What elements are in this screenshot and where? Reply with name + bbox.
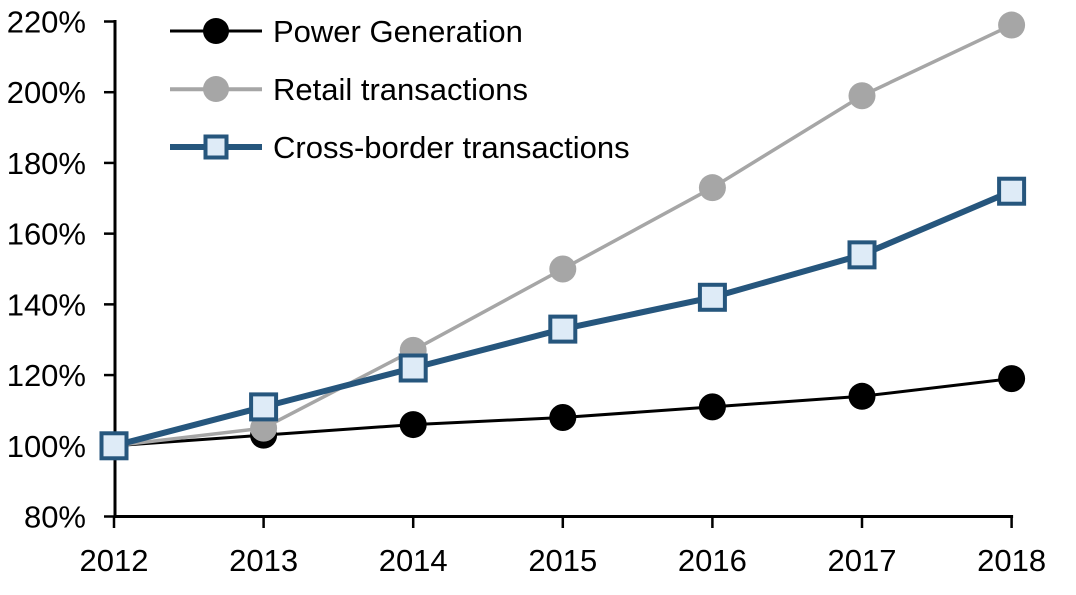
y-axis-tick-label: 180% — [7, 146, 86, 181]
y-axis-tick-label: 80% — [24, 500, 86, 535]
data-point-power-generation-2015 — [549, 404, 577, 431]
data-point-retail-transactions-2015 — [549, 255, 577, 283]
y-axis-tick-label: 100% — [7, 429, 86, 464]
y-axis-tick-label: 120% — [7, 358, 86, 393]
data-point-power-generation-2017 — [848, 382, 876, 410]
y-axis-tick-label: 220% — [7, 5, 86, 40]
x-axis-tick-label: 2012 — [80, 543, 149, 578]
legend-label-power-generation: Power Generation — [273, 13, 523, 49]
x-axis-tick-label: 2017 — [828, 543, 897, 578]
power-generation-series-icon — [170, 16, 262, 46]
y-axis-tick-label: 200% — [7, 75, 86, 110]
x-axis-tick-label: 2016 — [678, 543, 747, 578]
x-axis-tick-label: 2015 — [528, 543, 597, 578]
x-axis-tick-label: 2013 — [229, 543, 298, 578]
x-axis-tick-label: 2018 — [977, 543, 1046, 578]
data-point-power-generation-2018 — [998, 365, 1026, 393]
y-axis-tick-label: 140% — [7, 287, 86, 322]
data-point-cross-border-transactions-2012 — [99, 431, 129, 461]
legend-item-retail-transactions: Retail transactions — [170, 60, 630, 118]
x-axis-tick-label: 2014 — [379, 543, 448, 578]
legend-label-cross-border-transactions: Cross-border transactions — [273, 129, 630, 165]
data-point-cross-border-transactions-2017 — [847, 240, 877, 270]
data-point-cross-border-transactions-2018 — [997, 176, 1027, 206]
data-point-cross-border-transactions-2013 — [249, 392, 279, 422]
legend-label-retail-transactions: Retail transactions — [273, 71, 529, 107]
legend-item-power-generation: Power Generation — [170, 2, 630, 60]
data-point-cross-border-transactions-2014 — [398, 353, 428, 383]
data-point-cross-border-transactions-2016 — [697, 282, 727, 312]
legend-item-cross-border-transactions: Cross-border transactions — [170, 118, 630, 176]
data-point-retail-transactions-2016 — [698, 174, 726, 202]
data-point-retail-transactions-2018 — [998, 11, 1026, 39]
data-point-power-generation-2014 — [399, 411, 427, 439]
data-point-retail-transactions-2017 — [848, 82, 876, 110]
retail-transactions-series-icon — [170, 74, 262, 104]
data-point-power-generation-2016 — [698, 393, 726, 421]
legend: Power Generation Retail transactions Cro… — [170, 2, 630, 176]
cross-border-transactions-series-icon — [170, 132, 262, 162]
data-point-cross-border-transactions-2015 — [548, 314, 578, 344]
y-axis-tick-label: 160% — [7, 217, 86, 252]
